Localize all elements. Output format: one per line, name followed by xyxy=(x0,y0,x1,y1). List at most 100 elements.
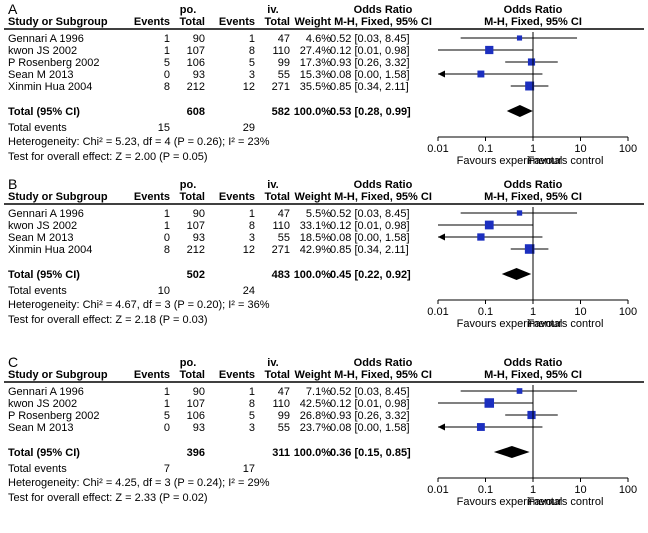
weight-header: Weight xyxy=(295,16,332,28)
study-name: kwon JS 2002 xyxy=(8,220,77,232)
or-header: Odds Ratio xyxy=(354,357,413,369)
weight-value: 5.5% xyxy=(306,208,331,220)
total-value: 90 xyxy=(193,208,205,220)
weight-header: Weight xyxy=(295,369,332,381)
group1-header: po. xyxy=(180,357,197,369)
events-value: 1 xyxy=(249,33,255,45)
favours-right-label: Favours control xyxy=(528,318,604,330)
total-weight: 100.0% xyxy=(294,106,332,118)
total-value: 47 xyxy=(278,33,290,45)
ci-value: 0.93 [0.26, 3.32] xyxy=(330,57,410,69)
events-value: 5 xyxy=(249,57,255,69)
total-events-value: 15 xyxy=(158,122,170,134)
events-value: 5 xyxy=(249,410,255,422)
events-value: 8 xyxy=(249,398,255,410)
study-marker xyxy=(477,233,485,241)
method-plot-header: M-H, Fixed, 95% CI xyxy=(484,16,582,28)
weight-value: 26.8% xyxy=(300,410,331,422)
total-value: 93 xyxy=(193,69,205,81)
events-value: 0 xyxy=(164,232,170,244)
events-value: 1 xyxy=(164,208,170,220)
study-header: Study or Subgroup xyxy=(8,191,108,203)
weight-value: 35.5% xyxy=(300,81,331,93)
events-value: 1 xyxy=(249,208,255,220)
weight-header: Weight xyxy=(295,191,332,203)
study-marker xyxy=(524,244,535,254)
favours-right-label: Favours control xyxy=(528,155,604,167)
study-marker xyxy=(477,70,485,78)
overall-effect-text: Test for overall effect: Z = 2.33 (P = 0… xyxy=(8,492,208,504)
events-value: 1 xyxy=(164,386,170,398)
x-tick-label: 100 xyxy=(619,306,637,318)
events-value: 0 xyxy=(164,69,170,81)
total-value: 271 xyxy=(272,81,290,93)
total-value: 106 xyxy=(187,410,205,422)
ci-value: 0.08 [0.00, 1.58] xyxy=(330,232,410,244)
events-value: 8 xyxy=(249,220,255,232)
study-marker xyxy=(476,423,485,431)
heterogeneity-text: Heterogeneity: Chi² = 5.23, df = 4 (P = … xyxy=(8,136,270,148)
method-header: M-H, Fixed, 95% CI xyxy=(334,191,432,203)
total-weight: 100.0% xyxy=(294,447,332,459)
total-diamond xyxy=(501,268,532,280)
study-marker xyxy=(516,210,523,216)
total-label: Total (95% CI) xyxy=(8,269,80,281)
total-n: 582 xyxy=(272,106,290,118)
x-tick-label: 0.01 xyxy=(427,143,448,155)
weight-value: 17.3% xyxy=(300,57,331,69)
x-tick-label: 0.1 xyxy=(478,143,493,155)
x-tick-label: 0.01 xyxy=(427,484,448,496)
weight-value: 27.4% xyxy=(300,45,331,57)
study-name: Xinmin Hua 2004 xyxy=(8,81,92,93)
study-name: kwon JS 2002 xyxy=(8,398,77,410)
total-value: 107 xyxy=(187,398,205,410)
total-value: 93 xyxy=(193,232,205,244)
study-marker xyxy=(525,81,535,91)
overall-effect-text: Test for overall effect: Z = 2.18 (P = 0… xyxy=(8,314,208,326)
panel-letter: B xyxy=(8,176,17,192)
total-value: 93 xyxy=(193,422,205,434)
total-value: 212 xyxy=(187,244,205,256)
study-marker xyxy=(527,58,536,66)
or-plot-header: Odds Ratio xyxy=(504,179,563,191)
group2-header: iv. xyxy=(267,4,278,16)
weight-value: 15.3% xyxy=(300,69,331,81)
events-value: 1 xyxy=(164,220,170,232)
events-value: 3 xyxy=(249,69,255,81)
total-n: 502 xyxy=(187,269,205,281)
favours-left-label: Favours experimental xyxy=(457,318,563,330)
events-value: 3 xyxy=(249,422,255,434)
total-diamond xyxy=(493,446,530,458)
events-value: 0 xyxy=(164,422,170,434)
total-header: Total xyxy=(180,191,205,203)
total-value: 107 xyxy=(187,220,205,232)
ci-arrow xyxy=(438,233,445,241)
events-value: 1 xyxy=(164,398,170,410)
or-header: Odds Ratio xyxy=(354,4,413,16)
ci-value: 0.52 [0.03, 8.45] xyxy=(330,208,410,220)
total-value: 110 xyxy=(272,45,290,57)
study-marker xyxy=(485,45,494,55)
total-events-label: Total events xyxy=(8,122,67,134)
x-tick-label: 1 xyxy=(530,143,536,155)
total-weight: 100.0% xyxy=(294,269,332,281)
x-tick-label: 10 xyxy=(574,306,586,318)
total-value: 47 xyxy=(278,386,290,398)
total-value: 110 xyxy=(272,398,290,410)
events-value: 12 xyxy=(243,81,255,93)
events-value: 5 xyxy=(164,57,170,69)
study-name: P Rosenberg 2002 xyxy=(8,410,100,422)
total-header: Total xyxy=(265,16,290,28)
x-tick-label: 100 xyxy=(619,143,637,155)
total-value: 106 xyxy=(187,57,205,69)
method-plot-header: M-H, Fixed, 95% CI xyxy=(484,191,582,203)
ci-value: 0.12 [0.01, 0.98] xyxy=(330,398,410,410)
x-tick-label: 0.1 xyxy=(478,306,493,318)
study-marker xyxy=(527,410,536,420)
total-value: 55 xyxy=(278,232,290,244)
weight-value: 4.6% xyxy=(306,33,331,45)
ci-value: 0.08 [0.00, 1.58] xyxy=(330,69,410,81)
method-header: M-H, Fixed, 95% CI xyxy=(334,16,432,28)
ci-value: 0.12 [0.01, 0.98] xyxy=(330,45,410,57)
events-value: 8 xyxy=(164,244,170,256)
